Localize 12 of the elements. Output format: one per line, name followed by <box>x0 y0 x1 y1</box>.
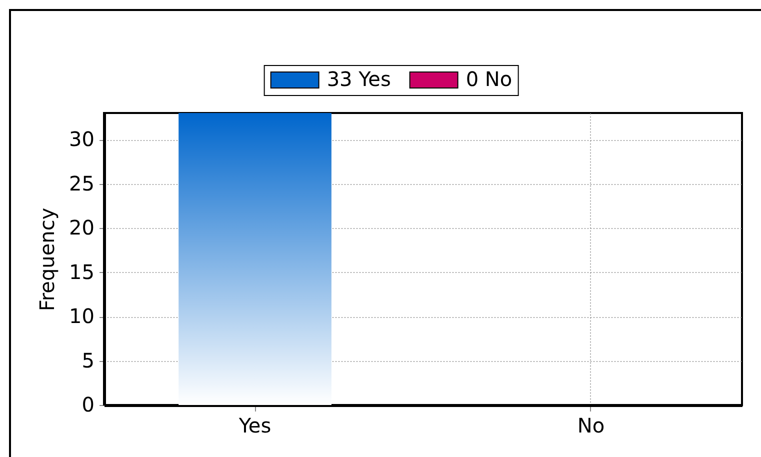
y-tick-label: 5 <box>82 348 94 372</box>
y-tick-label: 20 <box>69 216 94 240</box>
legend-label: 0 No <box>466 67 512 91</box>
y-tick-label: 0 <box>82 392 94 416</box>
y-tick-label: 10 <box>69 304 94 328</box>
x-tick-label: No <box>577 414 605 438</box>
x-tick-label: Yes <box>238 414 272 438</box>
y-axis-title: Frequency <box>35 208 60 312</box>
y-tick-label: 15 <box>69 260 94 284</box>
y-tick-label: 25 <box>69 171 94 196</box>
legend-label: 33 Yes <box>326 67 391 91</box>
y-tick-label: 30 <box>69 127 94 152</box>
